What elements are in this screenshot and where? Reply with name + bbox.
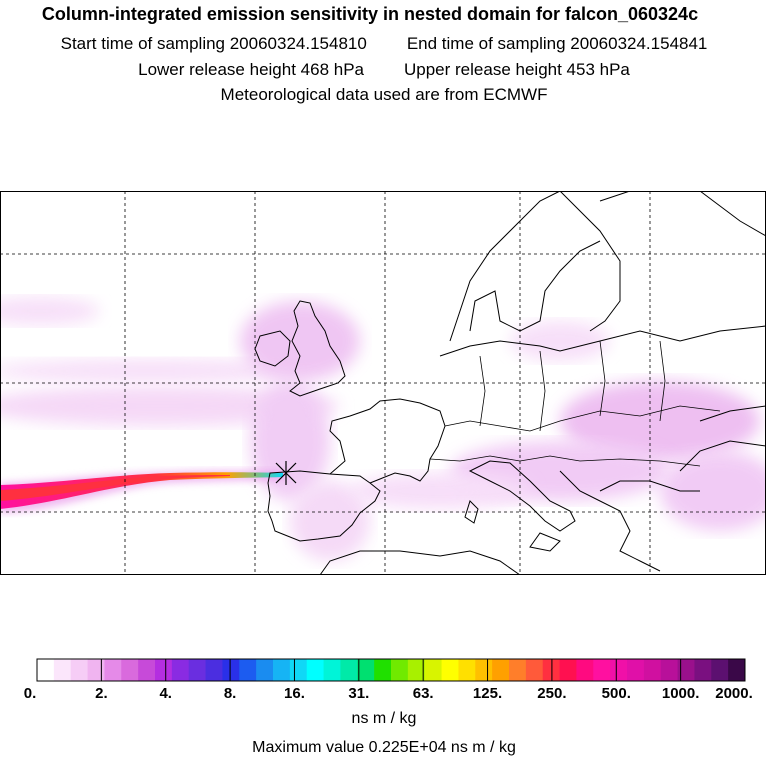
colorbar-swatch — [559, 659, 577, 681]
colorbar-swatch — [205, 659, 223, 681]
colorbar-swatch — [273, 659, 291, 681]
colorbar-swatch — [660, 659, 679, 681]
colorbar-swatch — [509, 659, 527, 681]
colorbar-swatch — [374, 659, 392, 681]
colorbar-swatch — [542, 659, 561, 681]
colorbar-swatch — [70, 659, 89, 681]
colorbar-swatch — [728, 659, 746, 681]
country-borders — [429, 340, 721, 467]
start-time-label: Start time of sampling 20060324.154810 — [60, 34, 367, 53]
colorbar-swatch — [87, 659, 105, 681]
colorbar-swatch — [475, 659, 493, 681]
colorbar-swatch — [441, 659, 459, 681]
colorbar-swatch — [593, 659, 611, 681]
colorbar-swatch — [188, 659, 207, 681]
colorbar-swatch — [289, 659, 308, 681]
colorbar-tick-label: 1000. — [661, 685, 700, 702]
colorbar-swatch — [694, 659, 712, 681]
colorbar-swatch — [53, 659, 72, 681]
upper-release-label: Upper release height 453 hPa — [404, 60, 630, 79]
plot-title: Column-integrated emission sensitivity i… — [41, 4, 699, 24]
colorbar-swatch — [576, 659, 594, 681]
end-time-label: End time of sampling 20060324.154841 — [406, 34, 708, 53]
colorbar-swatch — [239, 659, 257, 681]
release-site-marker — [275, 461, 297, 485]
colorbar-swatch — [711, 659, 729, 681]
colorbar-swatch — [610, 659, 628, 681]
colorbar-swatch — [492, 659, 510, 681]
colorbar-tick-label: 8. — [223, 685, 237, 702]
colorbar-swatch — [121, 659, 139, 681]
colorbar-tick-label: 2. — [95, 685, 108, 702]
colorbar-tick-label: 500. — [601, 685, 631, 702]
colorbar-swatch — [256, 659, 274, 681]
plume — [0, 470, 285, 513]
colorbar-swatch — [155, 659, 173, 681]
colorbar-tick-label: 2000. — [715, 685, 753, 702]
colorbar-outline — [36, 658, 746, 682]
colorbar-tick-label: 4. — [159, 685, 172, 702]
colorbar-swatch — [357, 659, 375, 681]
colorbar-swatch — [525, 659, 544, 681]
colorbar-swatch — [171, 659, 190, 681]
sensitivity-map — [0, 191, 766, 575]
colorbar-tick-label: 0. — [23, 685, 37, 702]
met-data-label: Meteorological data used are from ECMWF — [220, 85, 548, 104]
colorbar-swatch — [138, 659, 156, 681]
colorbar-swatch — [222, 659, 240, 681]
sampling-times: Start time of sampling 20060324.154810 En… — [0, 34, 768, 54]
colorbar-swatch — [340, 659, 358, 681]
colorbar-swatch — [391, 659, 409, 681]
colorbar-swatch — [643, 659, 662, 681]
maximum-value-label: Maximum value 0.225E+04 ns m / kg — [252, 739, 516, 756]
lower-release-label: Lower release height 468 hPa — [138, 60, 364, 79]
colorbar-tick-label: 31. — [348, 685, 370, 702]
colorbar-swatch — [677, 659, 695, 681]
colorbar-swatch — [104, 659, 122, 681]
colorbar-units: ns m / kg — [351, 710, 417, 727]
colorbar-swatch — [323, 659, 341, 681]
colorbar-swatch — [37, 659, 55, 681]
coastlines — [254, 191, 766, 575]
colorbar-tick-label: 63. — [412, 685, 434, 702]
release-heights: Lower release height 468 hPa Upper releas… — [0, 60, 768, 80]
colorbar-swatch — [306, 659, 325, 681]
colorbar-swatch — [627, 659, 645, 681]
colorbar-tick-label: 125. — [472, 685, 503, 702]
graticule — [0, 191, 766, 575]
colorbar-tick-label: 250. — [537, 685, 567, 702]
colorbar-swatch — [458, 659, 476, 681]
colorbar-swatch — [407, 659, 426, 681]
colorbar-swatch — [424, 659, 443, 681]
colorbar-tick-label: 16. — [284, 685, 305, 702]
